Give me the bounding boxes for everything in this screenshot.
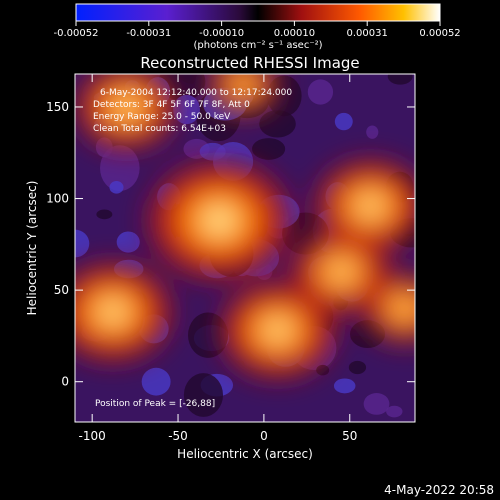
x-tick-label: 0: [260, 429, 268, 443]
y-tick-label: 0: [61, 375, 69, 389]
texture-blob: [333, 378, 356, 394]
texture-blob: [75, 229, 90, 258]
x-tick-label: 50: [342, 429, 357, 443]
colorbar-tick-label: 0.00010: [274, 28, 315, 39]
colorbar-units: (photons cm⁻² s⁻¹ asec⁻²): [193, 40, 322, 51]
texture-blob: [187, 312, 229, 358]
y-tick-label: 150: [46, 100, 69, 114]
x-axis-label: Heliocentric X (arcsec): [177, 447, 313, 461]
texture-blob: [316, 364, 330, 376]
annotations: 6-May-2004 12:12:40.000 to 12:17:24.000 …: [93, 88, 292, 409]
x-tick-label: -100: [79, 429, 106, 443]
texture-blob: [173, 94, 200, 125]
chart-title: Reconstructed RHESSI Image: [140, 54, 359, 72]
x-tick-label: -50: [168, 429, 188, 443]
texture-blob: [96, 209, 113, 220]
emission-source-layer: [271, 325, 284, 336]
emission-source-layer: [106, 306, 120, 318]
colorbar-tick-label: -0.00031: [126, 28, 171, 39]
texture-blob: [348, 360, 367, 375]
texture-blob: [334, 112, 353, 131]
annotation-detectors: Detectors: 3F 4F 5F 6F 7F 8F, Att 0: [93, 100, 250, 110]
annotation-time: 6-May-2004 12:12:40.000 to 12:17:24.000: [100, 88, 292, 98]
texture-blob: [109, 181, 124, 194]
texture-blob: [363, 392, 390, 415]
texture-blob: [183, 373, 224, 417]
plot-frame: [74, 73, 416, 423]
heatmap-area: [75, 74, 415, 422]
annotation-peak: Position of Peak = [-26,88]: [95, 399, 215, 409]
y-tick-label: 100: [46, 192, 69, 206]
colorbar: -0.00052 -0.00031 -0.00010 0.00010 0.00031 0.…: [54, 3, 461, 51]
emission-source-layer: [364, 201, 376, 211]
colorbar-tick-label: 0.00031: [347, 28, 388, 39]
texture-blob: [141, 367, 171, 396]
colorbar-gradient: [75, 3, 441, 22]
texture-blob: [259, 110, 296, 138]
y-axis-ticks: 0 50 100 150: [46, 100, 415, 389]
emission-source-layer: [336, 267, 346, 276]
texture-blob: [386, 405, 403, 418]
y-axis-label: Heliocentric Y (arcsec): [25, 181, 39, 316]
y-tick-label: 50: [54, 283, 69, 297]
emission-source-layer: [240, 82, 247, 88]
texture-blob: [252, 138, 286, 160]
texture-blob: [307, 79, 334, 105]
emission-source-layer: [211, 213, 228, 228]
emission-source-layer: [401, 305, 409, 312]
texture-blob: [100, 145, 140, 191]
annotation-energy: Energy Range: 25.0 - 50.0 keV: [93, 112, 231, 122]
annotation-clean: Clean Total counts: 6.54E+03: [93, 124, 226, 134]
x-axis-ticks: -100 -50 0 50: [79, 74, 357, 443]
footer-timestamp: 4-May-2022 20:58: [384, 483, 494, 497]
colorbar-ticks: -0.00052 -0.00031 -0.00010 0.00010 0.00031 0.…: [54, 21, 461, 39]
emission-sources: [75, 74, 415, 378]
colorbar-tick-label: 0.00052: [419, 28, 460, 39]
colorbar-tick-label: -0.00052: [54, 28, 99, 39]
texture-blob: [116, 231, 140, 253]
colorbar-tick-label: -0.00010: [199, 28, 244, 39]
emission-source-layer: [121, 102, 132, 112]
texture-blob: [387, 74, 413, 85]
texture-blob: [366, 125, 379, 139]
